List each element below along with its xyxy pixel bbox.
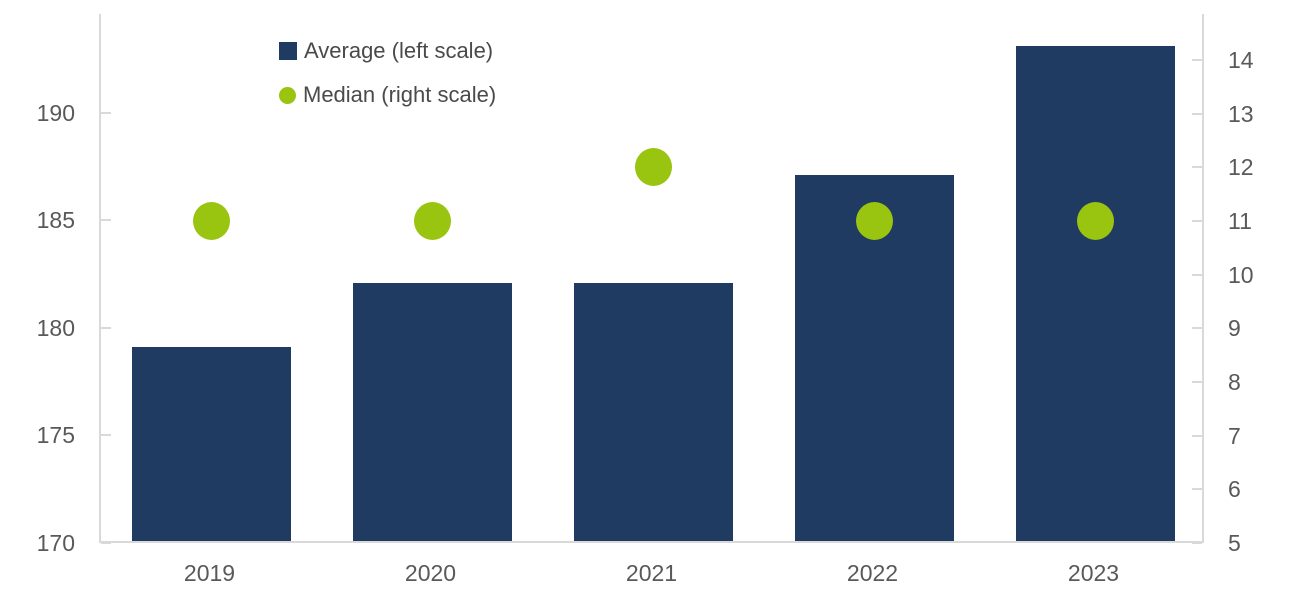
average-bar: [353, 282, 512, 541]
left-axis-tick: [101, 111, 111, 114]
left-axis-tick: [101, 326, 111, 329]
median-dot: [635, 148, 672, 187]
right-axis-tick: [1192, 166, 1202, 169]
legend-label-average: Average (left scale): [304, 38, 494, 63]
right-axis-tick: [1192, 381, 1202, 384]
x-axis-category-label: 2020: [404, 560, 457, 586]
right-axis-tick-label: 9: [1228, 315, 1241, 342]
right-axis-tick: [1192, 327, 1202, 330]
legend-item-median: Median (right scale): [279, 82, 496, 108]
right-axis-tick-label: 7: [1228, 422, 1241, 449]
legend: Average (left scale) Median (right scale…: [279, 38, 496, 108]
median-dot: [193, 202, 230, 241]
average-bar: [132, 347, 291, 541]
x-axis-category-label: 2023: [1067, 560, 1120, 586]
x-axis-category-label: 2021: [625, 560, 678, 586]
right-axis-tick-label: 12: [1228, 154, 1254, 181]
right-axis-tick-label: 5: [1228, 530, 1241, 556]
average-bar: [1016, 46, 1175, 541]
x-axis-category-label: 2019: [183, 560, 236, 586]
right-axis-tick: [1192, 220, 1202, 223]
median-dot: [414, 202, 451, 241]
left-axis-tick-label: 180: [36, 314, 75, 341]
right-axis-tick-label: 14: [1228, 47, 1254, 74]
left-axis-tick-label: 190: [36, 99, 75, 126]
right-axis-tick-label: 6: [1228, 476, 1241, 503]
right-axis-tick: [1192, 434, 1202, 437]
average-square-icon: [279, 42, 297, 60]
right-axis-tick: [1192, 112, 1202, 115]
median-dot: [856, 202, 893, 241]
left-axis-tick-label: 170: [36, 530, 75, 556]
median-dot: [1077, 202, 1114, 241]
right-axis-tick-label: 8: [1228, 369, 1241, 396]
average-bar: [574, 282, 733, 541]
median-circle-icon: [279, 86, 296, 104]
right-axis-tick: [1192, 273, 1202, 276]
right-axis-tick: [1192, 59, 1202, 62]
plot-area: [99, 14, 1204, 544]
legend-label-median: Median (right scale): [303, 82, 497, 107]
x-axis-category-label: 2022: [846, 560, 899, 586]
right-axis-tick-label: 10: [1228, 261, 1254, 288]
left-axis-tick-label: 175: [36, 422, 75, 449]
right-axis-tick-label: 11: [1228, 208, 1252, 235]
right-axis-tick: [1192, 488, 1202, 491]
left-axis-tick: [101, 542, 111, 544]
left-axis-tick-label: 185: [36, 207, 75, 234]
right-axis-tick-label: 13: [1228, 100, 1254, 127]
right-axis-tick: [1192, 542, 1202, 544]
left-axis-tick: [101, 434, 111, 437]
left-axis-tick: [101, 219, 111, 222]
legend-item-average: Average (left scale): [279, 38, 496, 64]
